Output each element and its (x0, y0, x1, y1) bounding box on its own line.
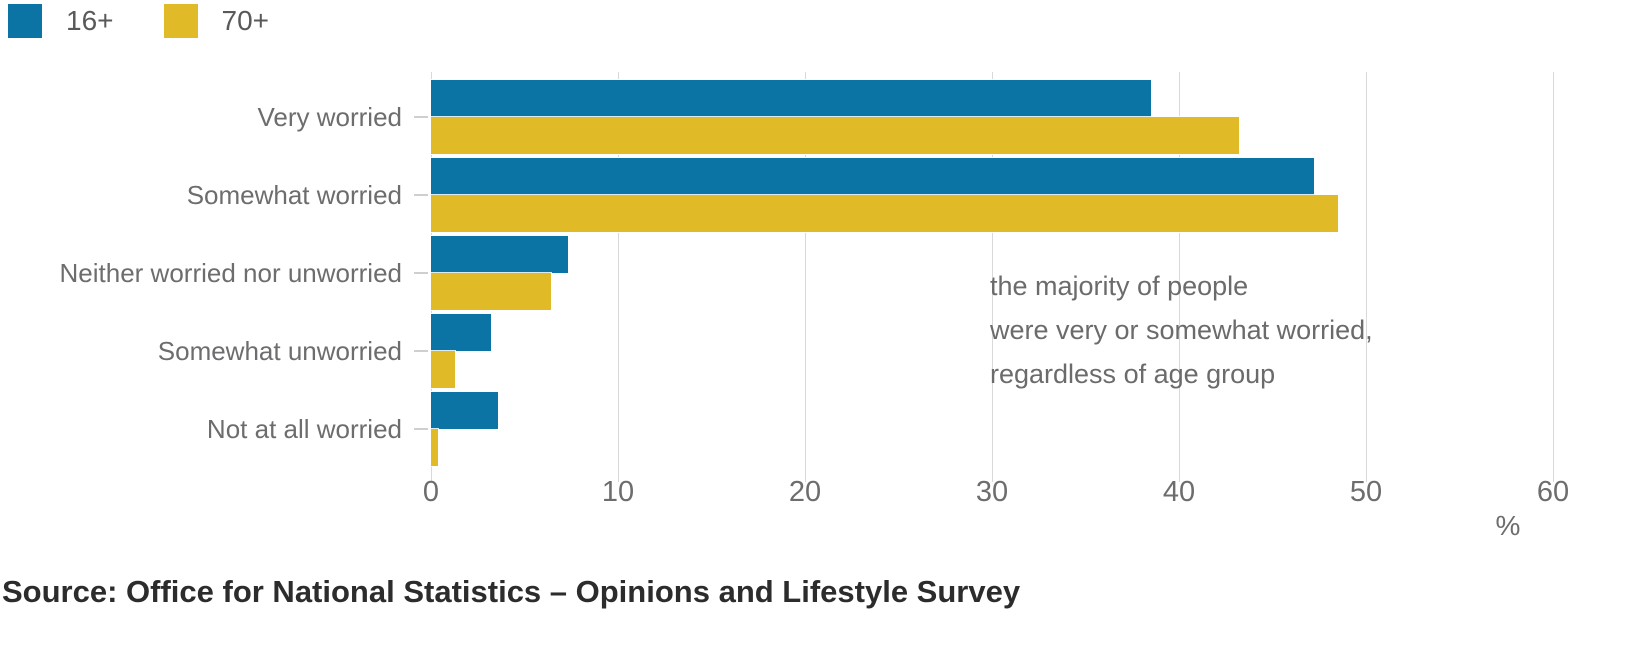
x-tick-label-50: 50 (1349, 476, 1383, 508)
gridline-40 (1179, 72, 1180, 482)
bar-16plus-2 (431, 236, 568, 273)
legend: 16+ 70+ (8, 4, 269, 38)
x-tick-label-0: 0 (422, 476, 440, 508)
bar-70plus-1 (431, 195, 1338, 232)
legend-label-70plus: 70+ (221, 5, 270, 36)
legend-item-16plus: 16+ (8, 4, 114, 38)
bar-70plus-4 (431, 429, 439, 466)
bar-70plus-0 (431, 117, 1239, 154)
plot-area: % 0 10 20 30 40 50 60 (414, 72, 1569, 541)
bar-16plus-0 (431, 80, 1151, 117)
bar-16plus-3 (431, 314, 491, 351)
gridline-30 (992, 72, 993, 482)
y-tick-2 (414, 272, 428, 274)
x-axis-unit-label: % (1495, 510, 1521, 541)
y-tick-3 (414, 350, 428, 352)
category-label-1: Somewhat worried (186, 180, 402, 210)
bar-16plus-1 (431, 158, 1314, 195)
annotation-line-2: were very or somewhat worried, (990, 315, 1373, 345)
bar-16plus-4 (431, 392, 499, 429)
x-tick-label-10: 10 (601, 476, 635, 508)
category-axis: Very worried Somewhat worried Neither worr… (0, 72, 402, 468)
category-label-0: Very worried (257, 102, 403, 132)
x-tick-label-40: 40 (1162, 476, 1196, 508)
annotation-line-1: the majority of people (990, 271, 1249, 301)
gridline-20 (805, 72, 806, 482)
annotation: the majority of people were very or some… (990, 264, 1373, 396)
category-label-3: Somewhat unworried (157, 336, 402, 366)
bar-70plus-2 (431, 273, 551, 310)
x-tick-label-20: 20 (788, 476, 822, 508)
x-tick-label-60: 60 (1536, 476, 1570, 508)
y-tick-4 (414, 428, 428, 430)
source-caption: Source: Office for National Statistics –… (2, 574, 1021, 609)
y-tick-0 (414, 116, 428, 118)
legend-swatch-16plus (8, 4, 42, 38)
gridline-10 (618, 72, 619, 482)
y-tick-1 (414, 194, 428, 196)
legend-item-70plus: 70+ (163, 4, 270, 38)
annotation-line-3: regardless of age group (990, 359, 1276, 389)
gridline-50 (1366, 72, 1367, 482)
legend-swatch-70plus (163, 4, 198, 38)
category-label-2: Neither worried nor unworried (59, 258, 402, 288)
category-label-4: Not at all worried (206, 414, 402, 444)
x-tick-label-30: 30 (975, 476, 1009, 508)
gridline-60 (1553, 72, 1554, 482)
bar-70plus-3 (431, 351, 456, 388)
legend-label-16plus: 16+ (66, 5, 114, 36)
